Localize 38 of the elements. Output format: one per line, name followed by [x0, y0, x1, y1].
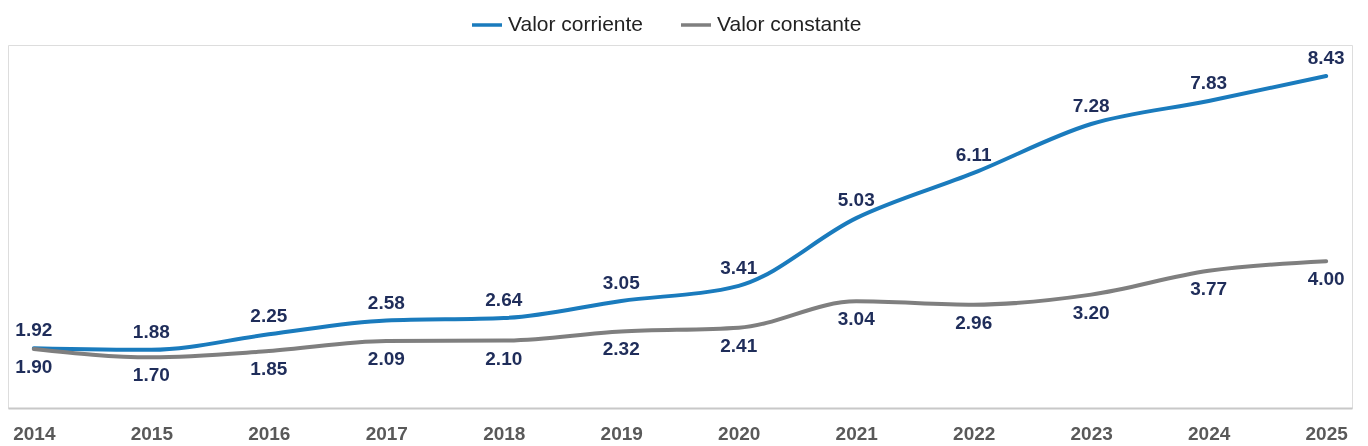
data-label: 1.70	[132, 364, 170, 386]
data-label: 8.43	[1307, 46, 1345, 68]
x-tick-label: 2015	[130, 422, 174, 444]
x-tick-label: 2024	[1188, 422, 1231, 444]
x-tick-label: 2023	[1070, 422, 1113, 444]
legend-label: Valor corriente	[508, 12, 644, 35]
data-label: 1.85	[250, 358, 288, 380]
x-tick-label: 2022	[953, 422, 996, 444]
data-label: 4.00	[1307, 268, 1345, 290]
data-label: 2.96	[955, 311, 993, 333]
x-tick-label: 2016	[248, 422, 291, 444]
data-label: 2.10	[485, 347, 523, 369]
data-label: 5.03	[837, 189, 875, 211]
data-label: 3.77	[1190, 277, 1228, 299]
data-label: 3.20	[1072, 301, 1110, 323]
data-label: 2.09	[367, 348, 405, 370]
data-label: 7.83	[1190, 72, 1228, 94]
data-label: 1.92	[15, 319, 53, 341]
x-tick-label: 2018	[483, 422, 526, 444]
legend-label: Valor constante	[717, 12, 862, 35]
data-label: 3.05	[602, 271, 641, 293]
data-label: 1.90	[15, 355, 53, 377]
data-label: 2.25	[250, 305, 288, 327]
data-label: 3.41	[720, 256, 758, 278]
data-label: 7.28	[1072, 95, 1110, 117]
data-label: 3.04	[837, 308, 876, 330]
x-tick-label: 2017	[365, 422, 408, 444]
x-tick-label: 2019	[600, 422, 643, 444]
data-label: 2.58	[367, 291, 405, 313]
data-label: 6.11	[955, 143, 993, 165]
data-label: 1.88	[132, 320, 170, 342]
x-tick-label: 2021	[835, 422, 879, 444]
data-label: 2.32	[602, 338, 640, 360]
x-tick-label: 2020	[718, 422, 761, 444]
x-tick-label: 2025	[1305, 422, 1349, 444]
data-label: 2.64	[485, 289, 523, 311]
x-tick-label: 2014	[13, 422, 56, 444]
data-label: 2.41	[720, 334, 758, 356]
